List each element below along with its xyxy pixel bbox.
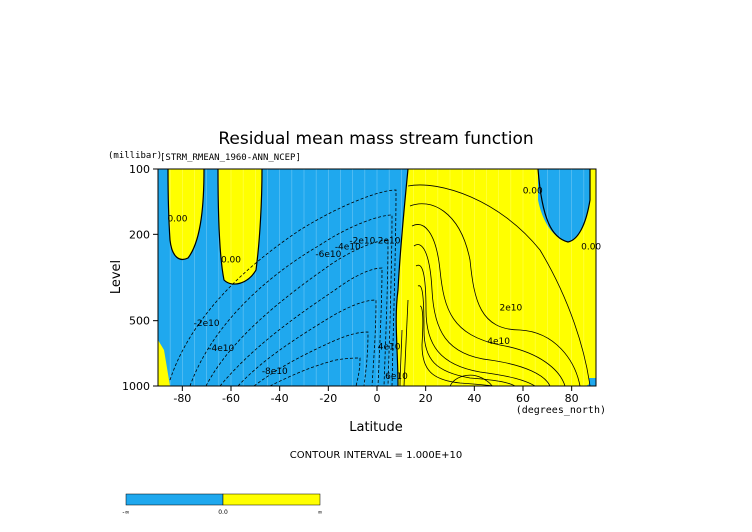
contour-label: -2e10 (194, 319, 220, 329)
positive-region-sh-upper (218, 169, 262, 285)
contour-label: 2e10 (499, 304, 522, 314)
x-tick-label: -80 (173, 392, 191, 405)
x-axis: -80 -60 -40 -20 0 20 40 60 80 (173, 386, 579, 405)
contour-label: -2e10 (349, 236, 375, 246)
x-tick-label: 40 (467, 392, 481, 405)
x-tick-label: -60 (222, 392, 240, 405)
negative-region-nh-top (538, 169, 590, 242)
positive-region-sh-surface (158, 340, 170, 386)
contour-label: 2e10 (378, 236, 401, 246)
contour-label: -4e10 (335, 243, 361, 253)
contour-labels: 0.000.000.000.00-2e10-4e10-6e10-4e10-2e1… (167, 187, 601, 382)
x-tick-label: 0 (374, 392, 381, 405)
contour-label: 4e10 (487, 337, 510, 347)
contour-label: 6e10 (385, 372, 408, 382)
positive-region-nh (396, 169, 596, 386)
chart-title: Residual mean mass stream function (218, 129, 533, 149)
dataset-label: [STRM_RMEAN_1960-ANN_NCEP] (160, 153, 301, 163)
colorbar-negative (125, 493, 224, 506)
x-units-label: (degrees_north) (516, 405, 606, 416)
colorbar: -∞ 0.0 ∞ (122, 493, 323, 516)
contour-label: 0.00 (221, 256, 241, 266)
contour-label: 0.00 (167, 215, 187, 225)
positive-contours (399, 184, 591, 386)
x-tick-label: -40 (271, 392, 289, 405)
contour-label: 0.00 (581, 243, 601, 253)
x-tick-label: 60 (516, 392, 530, 405)
positive-region-sh-top (168, 169, 204, 260)
y-tick-label: 1000 (122, 380, 150, 393)
colorbar-label-max: ∞ (318, 509, 323, 516)
negative-region-nh-surface (589, 378, 596, 386)
y-tick-label: 100 (129, 163, 150, 176)
contour-label: -4e10 (208, 344, 234, 354)
colorbar-label-mid: 0.0 (218, 509, 228, 516)
contour-label: -8e10 (262, 367, 288, 377)
contour-label: 0.00 (523, 187, 543, 197)
x-axis-label: Latitude (349, 420, 403, 435)
contour-label: -6e10 (315, 250, 341, 260)
x-tick-label: 20 (419, 392, 433, 405)
y-tick-label: 500 (129, 315, 150, 328)
grid-lines (169, 169, 585, 386)
x-tick-label: 80 (565, 392, 579, 405)
colorbar-label-min: -∞ (122, 509, 129, 516)
y-axis: 100 200 500 1000 (122, 163, 158, 393)
zero-contour (167, 169, 591, 386)
colorbar-positive (222, 493, 321, 506)
y-axis-label: Level (109, 260, 124, 294)
contour-interval-text: CONTOUR INTERVAL = 1.000E+10 (290, 450, 462, 461)
contour-label: 4e10 (378, 343, 401, 353)
y-units-label: (millibar) (108, 151, 162, 161)
x-tick-label: -20 (319, 392, 337, 405)
negative-contours (169, 189, 397, 386)
y-tick-label: 200 (129, 228, 150, 241)
